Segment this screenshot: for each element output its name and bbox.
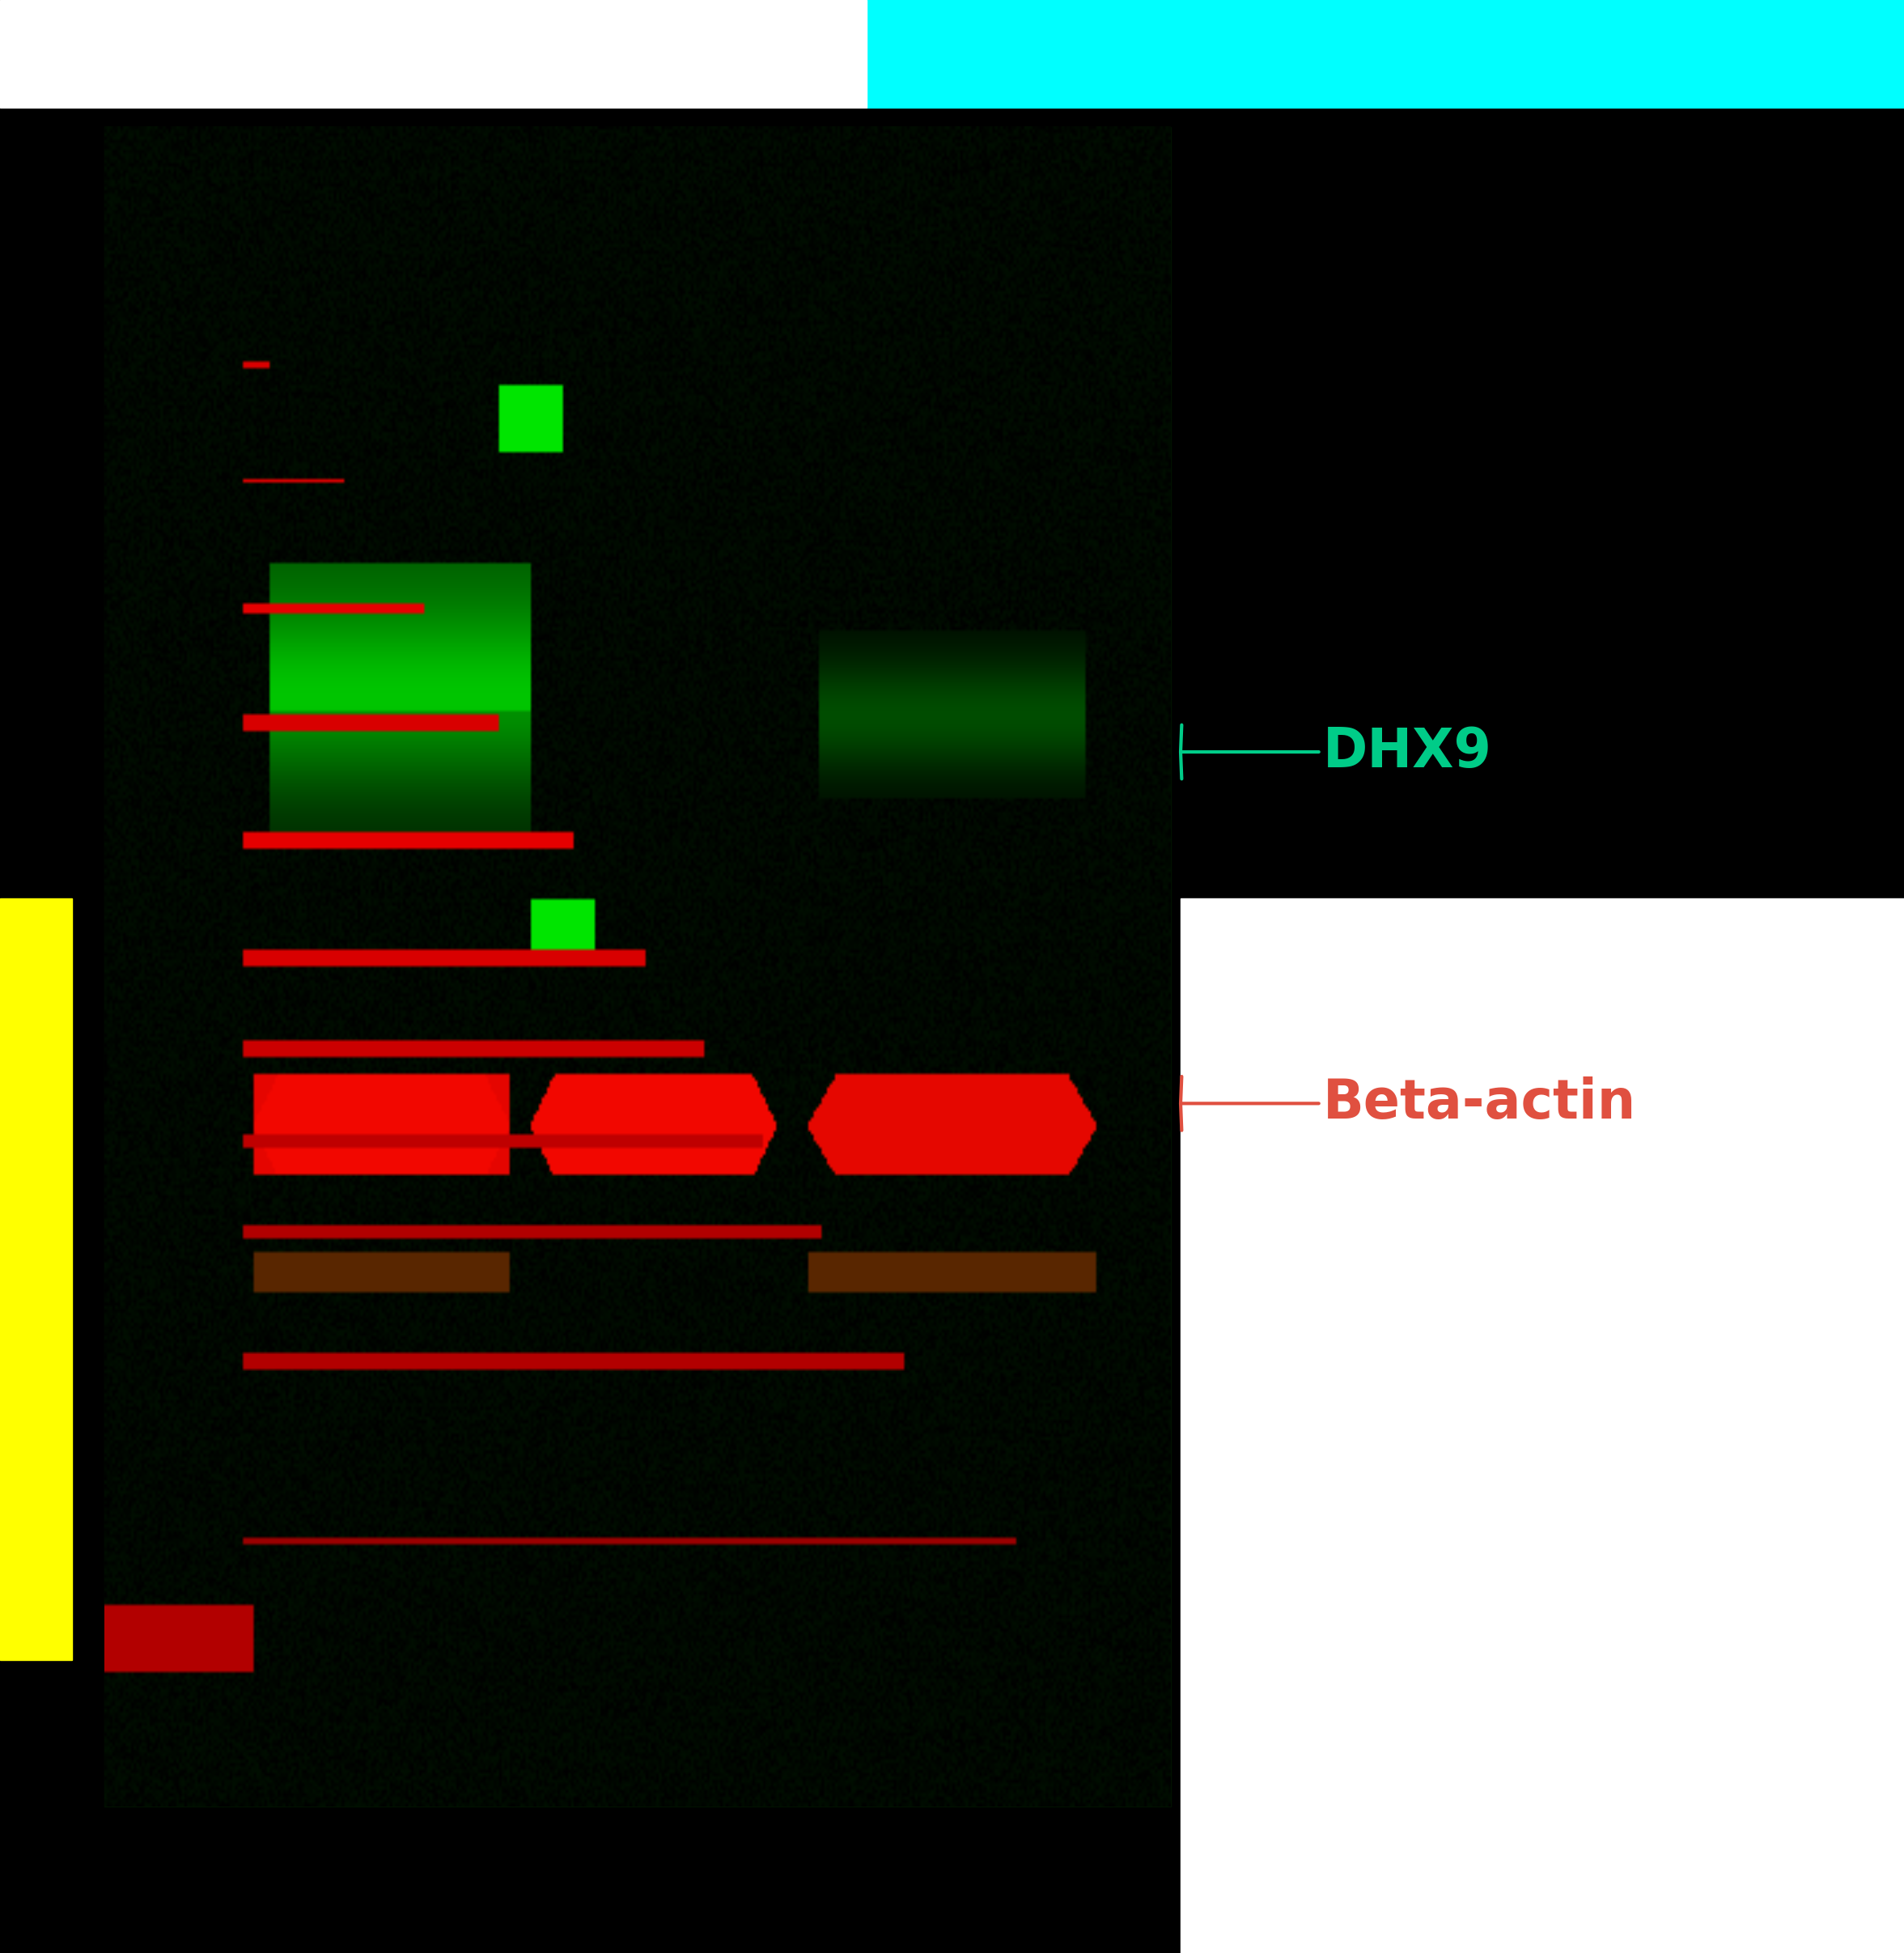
Bar: [0, 898, 72, 1660]
Bar: [1180, 898, 1904, 1953]
Text: Beta-actin: Beta-actin: [1180, 1076, 1637, 1131]
Bar: [0, 0, 866, 107]
Text: DHX9: DHX9: [1180, 725, 1493, 779]
Bar: [105, 127, 1171, 1807]
Bar: [866, 0, 1904, 107]
